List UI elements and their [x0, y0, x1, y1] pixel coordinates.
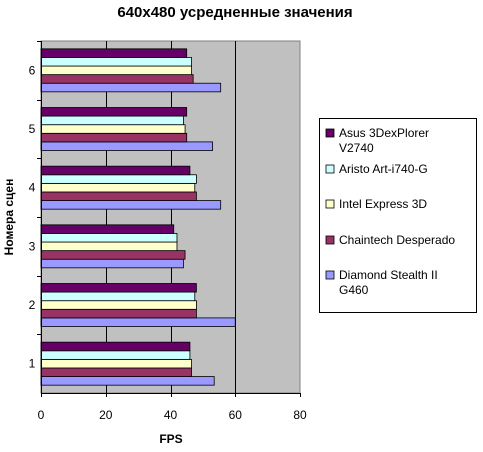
bar [40, 341, 191, 352]
chart-title: 640x480 усредненные значения [117, 4, 352, 21]
bar [40, 367, 192, 377]
plot-background [40, 40, 301, 394]
legend-label: Intel Express 3D [339, 197, 427, 211]
y-axis-label: Номера сцен [2, 179, 16, 256]
bar [40, 165, 191, 176]
legend-label: Chaintech Desperado [339, 233, 455, 247]
bar [40, 291, 196, 302]
legend-label: V2740 [339, 141, 374, 155]
bar [40, 107, 188, 117]
bar [40, 224, 175, 234]
bar [40, 57, 192, 67]
bar [40, 233, 178, 243]
y-tick-label: 6 [29, 63, 36, 77]
bar [40, 115, 184, 126]
y-tick-label: 2 [29, 298, 36, 312]
bar [40, 48, 188, 58]
y-tick-label: 4 [29, 181, 36, 195]
bar [40, 191, 197, 201]
bar [40, 82, 222, 93]
x-tick-label: 80 [293, 408, 307, 422]
y-tick-label: 1 [29, 357, 36, 371]
bar [40, 300, 197, 310]
legend-swatch [325, 270, 335, 280]
bar [40, 124, 186, 134]
y-tick-label: 5 [29, 122, 36, 136]
legend-label: Aristo Art-i740-G [339, 162, 428, 176]
x-tick-label: 0 [38, 408, 45, 422]
legend-label: Diamond Stealth II [339, 268, 438, 282]
bar [40, 174, 197, 184]
legend-box [319, 118, 477, 313]
x-tick-label: 60 [229, 408, 243, 422]
legend-label: Asus 3DexPlorer [339, 126, 429, 140]
bar [40, 358, 192, 369]
x-tick-label: 20 [99, 408, 113, 422]
bar [40, 308, 197, 319]
bar [40, 350, 191, 360]
bar [40, 283, 197, 293]
bar [40, 141, 213, 151]
y-tick-label: 3 [29, 239, 36, 253]
bar [40, 258, 184, 269]
x-tick-label: 40 [164, 408, 178, 422]
legend-swatch [325, 199, 335, 209]
legend-swatch [325, 128, 335, 138]
bar [40, 250, 186, 260]
bar [40, 132, 188, 143]
x-axis-label: FPS [159, 432, 182, 446]
bar [40, 182, 196, 193]
legend-swatch [325, 164, 335, 174]
bar [40, 376, 215, 386]
bar [40, 65, 192, 76]
bar [40, 74, 194, 84]
legend-swatch [325, 235, 335, 245]
bar [40, 200, 222, 210]
legend-label: G460 [339, 283, 369, 297]
bar [40, 241, 178, 252]
bar [40, 317, 236, 327]
